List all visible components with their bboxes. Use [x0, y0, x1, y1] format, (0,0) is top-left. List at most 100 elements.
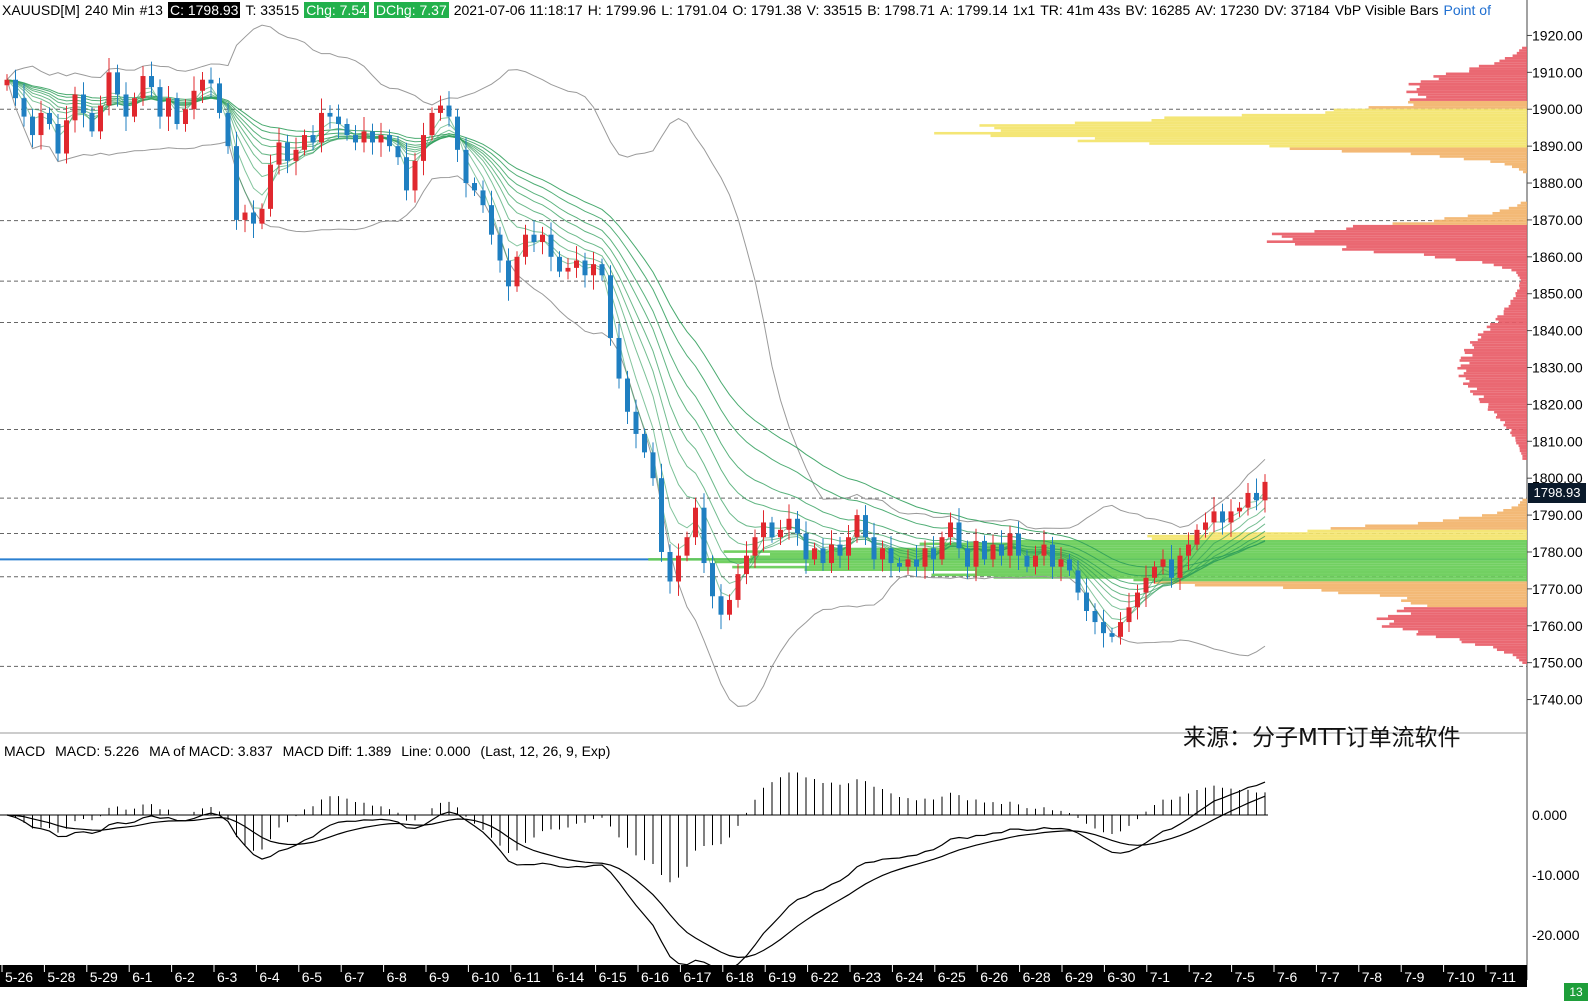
date-tick-label: 7-9 — [1404, 969, 1424, 985]
date-tick-label: 6-28 — [1023, 969, 1051, 985]
date-tick-label: 6-15 — [599, 969, 627, 985]
bar-id: #13 — [139, 2, 163, 18]
candle-body — [302, 135, 307, 150]
volume-profile-bar — [1416, 88, 1527, 91]
volume-profile-bar — [1464, 348, 1527, 352]
volume-profile-bar — [1497, 413, 1527, 417]
volume-profile-bar — [1435, 635, 1527, 639]
volume-profile-bar — [1463, 157, 1527, 161]
volume-profile-bar — [1094, 137, 1527, 140]
volume-profile-bar — [1469, 361, 1527, 365]
candle-body — [38, 112, 44, 136]
volume-profile-bar — [1490, 160, 1527, 163]
candle-body — [1254, 492, 1259, 501]
date-tick-label: 6-5 — [302, 969, 322, 985]
macd-pane[interactable]: 0.000 -10.000 -20.000 — [0, 772, 1580, 971]
candle-body — [472, 183, 477, 191]
date-tick-label: 6-16 — [641, 969, 669, 985]
volume-profile-bar — [723, 550, 1527, 553]
volume-profile-bar — [1402, 627, 1527, 631]
volume-profile-bar — [1467, 214, 1527, 218]
volume-profile-bar — [1520, 501, 1527, 504]
volume-profile-bar — [1516, 656, 1527, 659]
volume-profile-bar — [1470, 390, 1527, 393]
macd-signal-line — [6, 795, 1266, 958]
macd-line-value: Line: 0.000 — [401, 743, 471, 759]
volume-profile-bar — [1522, 46, 1527, 50]
candle-body — [548, 234, 554, 257]
volume-profile-bar — [1307, 529, 1527, 533]
volume-profile-bar — [1522, 170, 1527, 174]
candle-body — [523, 234, 528, 257]
candle-body — [837, 544, 843, 556]
profile-label: VbP Visible Bars — [1334, 2, 1439, 18]
volume-profile-bar — [1490, 328, 1527, 331]
volume-profile-bar — [1147, 534, 1527, 538]
volume-profile-bar — [1508, 304, 1527, 308]
volume-profile-bar — [1464, 351, 1527, 355]
volume-profile-bar — [1506, 426, 1527, 429]
candle-body — [174, 98, 180, 124]
ema-ribbon-line — [6, 79, 1266, 597]
volume-profile-bar — [1463, 382, 1527, 386]
date-tick-label: 6-19 — [768, 969, 796, 985]
volume-profile-bar — [648, 558, 1527, 561]
volume-profile-bar — [975, 570, 1527, 574]
candle-body — [786, 518, 792, 530]
point-of-link[interactable]: Point of — [1443, 2, 1491, 18]
volume-profile-bar — [1518, 168, 1527, 171]
date-tick-label: 7-1 — [1150, 969, 1170, 985]
volume-profile-bar — [1325, 111, 1527, 114]
volume-profile-bar — [1504, 651, 1527, 654]
volume-profile-bar — [1151, 119, 1527, 122]
volume-profile-bar — [1458, 516, 1527, 520]
volume-profile-bar — [830, 547, 1527, 551]
candle-body — [378, 135, 384, 143]
candle-body — [608, 275, 613, 338]
price-tick-label: 1850.00 — [1532, 286, 1583, 302]
candle-body — [642, 433, 647, 453]
date-tick-label: 6-3 — [217, 969, 237, 985]
candle-body — [463, 149, 469, 184]
candle-body — [948, 522, 953, 538]
price-tick-label: 1900.00 — [1532, 101, 1583, 117]
candle-body — [1152, 566, 1157, 578]
volume-profile-bar — [1289, 147, 1527, 151]
candle-body — [1186, 544, 1191, 556]
volume-profile-bar — [1465, 377, 1527, 380]
candle-body — [684, 537, 690, 556]
volume-profile-bar — [1346, 245, 1527, 249]
volume-profile-bar — [1338, 591, 1527, 595]
candle-body — [47, 112, 52, 124]
volume-profile-bar — [1519, 286, 1527, 290]
volume-profile-bar — [1512, 54, 1527, 58]
volume-profile-bar — [1483, 330, 1527, 334]
candle-body — [616, 337, 622, 379]
candle-body — [752, 537, 758, 556]
candle-body — [1092, 611, 1098, 623]
volume-profile-bar — [1500, 418, 1527, 422]
volume-profile-bar — [1459, 638, 1527, 641]
price-pane[interactable]: 1920.00 1910.00 1900.00 1890.00 1880.00 1870.… — [0, 0, 1583, 980]
volume-profile-bar — [1513, 297, 1527, 300]
candle-body — [1237, 507, 1242, 512]
volume-profile-bar — [1519, 447, 1527, 450]
date-tick-label: 6-24 — [895, 969, 923, 985]
volume-profile-bar — [1416, 632, 1527, 636]
candle-body — [557, 256, 562, 272]
volume-profile-bar — [1401, 599, 1527, 602]
candle-body — [370, 131, 375, 143]
candle-body — [922, 548, 928, 567]
volume-profile-bar — [1522, 457, 1527, 460]
candle-body — [735, 574, 741, 600]
candle-body — [183, 109, 188, 124]
volume-profile-bar — [1472, 392, 1527, 396]
volume-profile-bar — [1519, 449, 1527, 453]
volume-profile-bar — [1314, 230, 1527, 233]
price-tick-label: 1860.00 — [1532, 249, 1583, 265]
volume-profile-bar — [1410, 152, 1527, 156]
candle-body — [1228, 511, 1234, 523]
bollinger-lower — [6, 79, 1266, 707]
price-tick-label: 1880.00 — [1532, 175, 1583, 191]
